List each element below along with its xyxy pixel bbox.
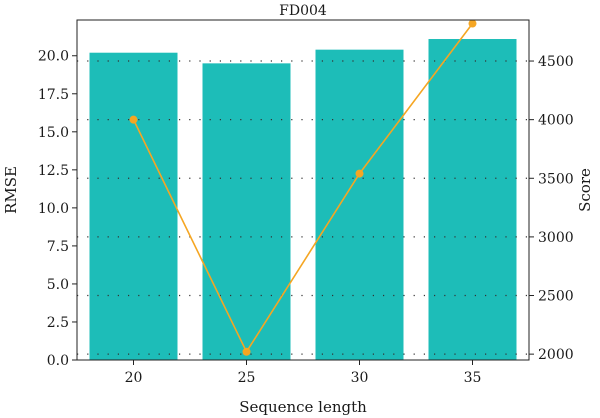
y-left-tick-label: 0.0 (47, 353, 69, 369)
score-point-25 (242, 347, 251, 356)
y-right-tick-label: 2500 (538, 289, 574, 305)
bar-series (89, 39, 517, 361)
y-right-tick-label: 4500 (538, 54, 574, 70)
chart-title: FD004 (279, 3, 327, 19)
y-axis-label-left: RMSE (2, 166, 20, 214)
score-line-series (129, 19, 477, 356)
score-point-30 (355, 169, 364, 178)
score-point-35 (468, 19, 477, 28)
bar-25 (202, 63, 291, 360)
y-left-tick-label: 5.0 (47, 277, 69, 293)
y-right-tick-label: 3000 (538, 230, 574, 246)
y-right-tick-label: 4000 (538, 113, 574, 129)
score-line (132, 23, 474, 354)
y-right-tick-label: 3500 (538, 171, 574, 187)
x-tick-label: 30 (351, 370, 369, 386)
x-tick-label: 35 (464, 370, 482, 386)
x-tick-label: 20 (125, 370, 143, 386)
y-left-tick-label: 15.0 (38, 125, 69, 141)
axis-ticks: 0.0 2.5 5.0 7.5 10.0 12.5 15.0 17.5 20.0 2000 2500… (38, 49, 574, 386)
y-left-tick-label: 12.5 (38, 163, 69, 179)
x-tick-label: 25 (238, 370, 256, 386)
y-left-tick-label: 7.5 (47, 239, 69, 255)
plot-frame (76, 19, 530, 361)
bar-30 (315, 49, 404, 360)
y-axis-label-right: Score (576, 168, 594, 212)
x-axis-label: Sequence length (239, 398, 367, 416)
y-left-tick-label: 10.0 (38, 201, 69, 217)
y-right-tick-label: 2000 (538, 347, 574, 363)
y-left-tick-label: 2.5 (47, 315, 69, 331)
bar-35 (428, 39, 517, 361)
score-point-20 (129, 115, 138, 124)
y-left-tick-label: 17.5 (38, 87, 69, 103)
y-left-tick-label: 20.0 (38, 49, 69, 65)
bar-20 (89, 52, 178, 360)
